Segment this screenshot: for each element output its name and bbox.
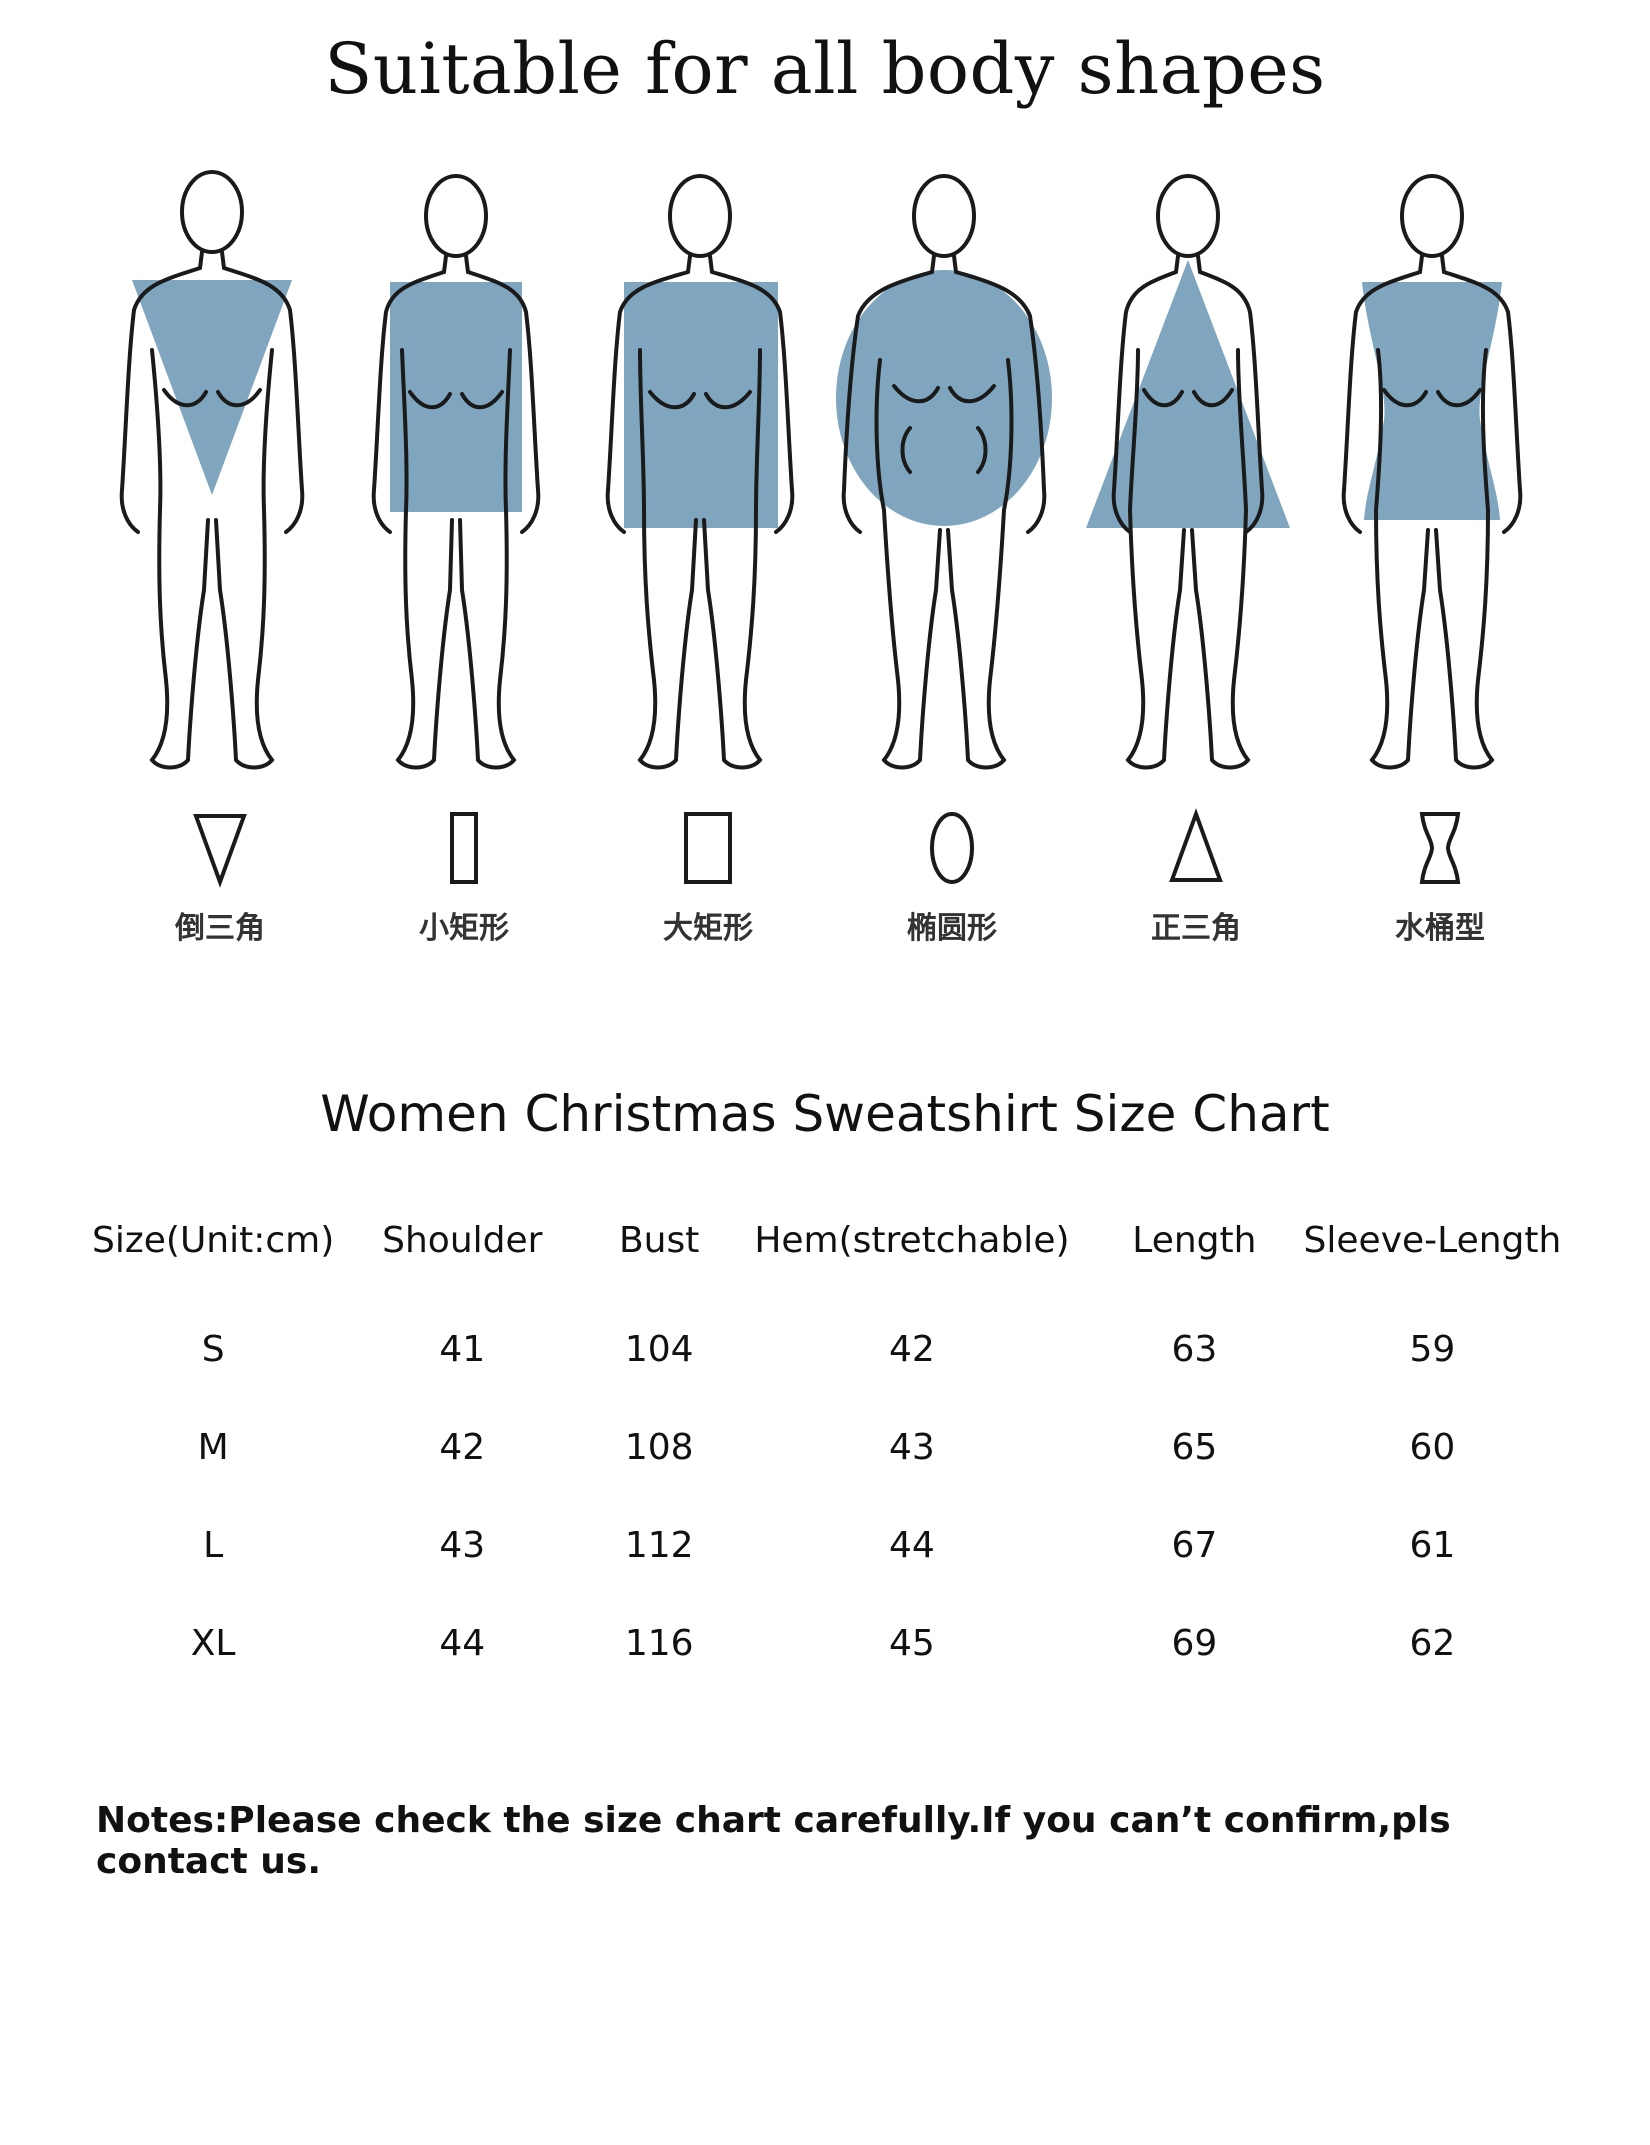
narrow-rectangle-icon <box>450 812 478 884</box>
shape-label: 小矩形 <box>419 911 509 946</box>
body-outline-icon <box>836 174 1052 770</box>
cell-sleeve-length: 62 <box>1409 1622 1456 1664</box>
cell-hem: 45 <box>889 1622 935 1664</box>
size-chart-title: Women Christmas Sweatshirt Size Chart <box>320 1085 1330 1143</box>
cell-length: 63 <box>1171 1328 1218 1370</box>
oval-icon <box>930 812 974 884</box>
body-figure-narrow-rectangle: 小矩形 <box>344 160 584 946</box>
notes-text: Notes:Please check the size chart carefu… <box>96 1800 1451 1882</box>
body-figure-hourglass: 水桶型 <box>1320 160 1560 946</box>
cell-bust: 112 <box>624 1524 694 1566</box>
shape-label: 倒三角 <box>175 911 265 946</box>
size-chart-table: Size(Unit:cm) Shoulder Bust Hem(stretcha… <box>92 1220 1572 1692</box>
cell-bust: 104 <box>624 1328 694 1370</box>
column-header-size: Size(Unit:cm) <box>92 1220 335 1261</box>
cell-hem: 43 <box>889 1426 935 1468</box>
cell-size: M <box>197 1426 229 1468</box>
shape-label: 大矩形 <box>663 911 753 946</box>
cell-shoulder: 42 <box>439 1426 486 1468</box>
cell-size: S <box>201 1328 225 1370</box>
cell-size: L <box>203 1524 224 1566</box>
triangle-icon <box>1169 808 1223 882</box>
body-outline-icon <box>605 174 795 770</box>
table-header-row: Size(Unit:cm) Shoulder Bust Hem(stretcha… <box>92 1220 1572 1300</box>
shape-label: 正三角 <box>1151 911 1241 946</box>
cell-bust: 116 <box>624 1622 694 1664</box>
cell-shoulder: 43 <box>439 1524 486 1566</box>
body-outline-icon <box>119 170 305 770</box>
inverted-triangle-icon <box>193 814 247 888</box>
cell-shoulder: 41 <box>439 1328 486 1370</box>
column-header-shoulder: Shoulder <box>382 1220 543 1261</box>
body-outline-icon <box>1086 174 1290 770</box>
cell-length: 69 <box>1171 1622 1218 1664</box>
body-figure-oval: 椭圆形 <box>832 160 1072 946</box>
wide-rectangle-icon <box>684 812 732 884</box>
cell-hem: 42 <box>889 1328 935 1370</box>
cell-bust: 108 <box>624 1426 694 1468</box>
cell-size: XL <box>190 1622 236 1664</box>
shape-label: 水桶型 <box>1395 911 1485 946</box>
column-header-sleeve-length: Sleeve-Length <box>1303 1220 1562 1261</box>
cell-shoulder: 44 <box>439 1622 486 1664</box>
body-outline-icon <box>371 174 541 770</box>
cell-sleeve-length: 60 <box>1409 1426 1456 1468</box>
page-title: Suitable for all body shapes <box>324 28 1326 110</box>
table-row: XL 44 116 45 69 62 <box>92 1594 1572 1692</box>
table-row: S 41 104 42 63 59 <box>92 1300 1572 1398</box>
table-row: M 42 108 43 65 60 <box>92 1398 1572 1496</box>
column-header-hem: Hem(stretchable) <box>754 1220 1070 1261</box>
cell-hem: 44 <box>889 1524 935 1566</box>
table-row: L 43 112 44 67 61 <box>92 1496 1572 1594</box>
shape-label: 椭圆形 <box>907 911 997 946</box>
body-figure-triangle: 正三角 <box>1076 160 1316 946</box>
cell-sleeve-length: 59 <box>1409 1328 1456 1370</box>
body-shapes-figure: 倒三角 小矩形 <box>100 160 1550 946</box>
body-figure-wide-rectangle: 大矩形 <box>588 160 828 946</box>
column-header-bust: Bust <box>618 1220 700 1261</box>
cell-length: 65 <box>1171 1426 1218 1468</box>
column-header-length: Length <box>1132 1220 1257 1261</box>
cell-sleeve-length: 61 <box>1409 1524 1456 1566</box>
body-figure-inverted-triangle: 倒三角 <box>100 160 340 946</box>
cell-length: 67 <box>1171 1524 1218 1566</box>
hourglass-icon <box>1419 812 1461 884</box>
body-outline-icon <box>1341 174 1523 770</box>
